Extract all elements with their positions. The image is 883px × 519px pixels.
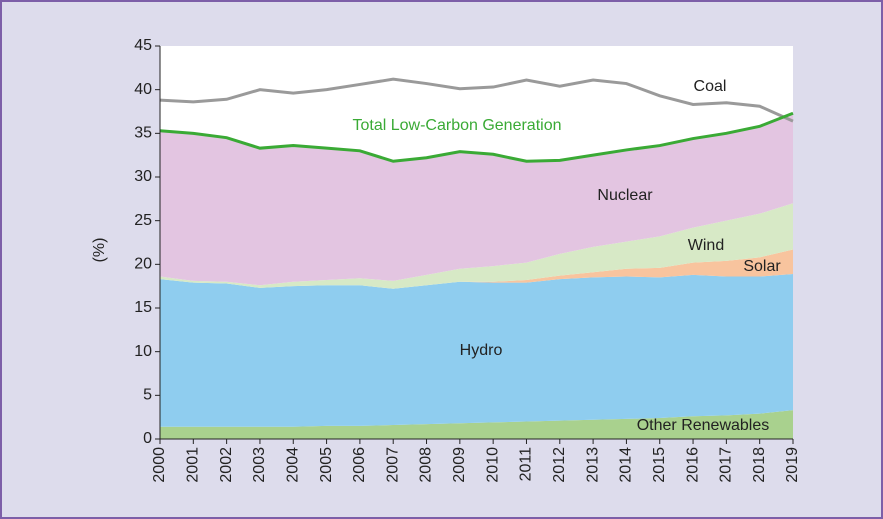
x-tick-label: 2010 <box>484 447 501 483</box>
series-label: Other Renewables <box>637 417 770 434</box>
series-label: Coal <box>694 78 727 95</box>
line <box>159 77 794 123</box>
area <box>160 273 793 427</box>
x-tick-label: 2001 <box>185 447 202 483</box>
x-tick-label: 2016 <box>684 447 701 483</box>
area <box>160 410 793 439</box>
x-tick-label: 2006 <box>351 447 368 483</box>
x-tick-label: 2011 <box>518 447 535 482</box>
x-tick-label: 2014 <box>618 447 635 483</box>
y-tick-label: 0 <box>143 430 152 447</box>
x-tick-label: 2019 <box>784 447 801 483</box>
area <box>160 113 793 286</box>
y-tick-label: 5 <box>143 387 152 404</box>
area <box>160 203 793 289</box>
x-tick-label: 2015 <box>651 447 668 483</box>
x-tick-label: 2009 <box>451 447 468 483</box>
x-tick-label: 2005 <box>318 447 335 483</box>
x-tick-label: 2012 <box>551 447 568 483</box>
y-tick-label: 40 <box>134 81 152 98</box>
line <box>159 111 794 163</box>
y-tick-label: 10 <box>134 343 152 360</box>
x-tick-label: 2018 <box>751 447 768 483</box>
y-axis-label: (%) <box>91 238 108 263</box>
y-tick-label: 15 <box>134 299 152 316</box>
x-tick-label: 2000 <box>151 447 168 483</box>
x-tick-label: 2002 <box>218 447 235 483</box>
x-tick-label: 2017 <box>718 447 735 483</box>
series-label: Total Low-Carbon Generation <box>352 117 561 134</box>
x-tick-label: 2007 <box>384 447 401 483</box>
y-tick-label: 20 <box>134 256 152 273</box>
x-tick-label: 2013 <box>584 447 601 483</box>
area <box>160 249 793 289</box>
series-label: Hydro <box>460 342 503 359</box>
y-tick-label: 35 <box>134 125 152 142</box>
x-tick-label: 2003 <box>251 447 268 483</box>
y-tick-label: 45 <box>134 37 152 54</box>
x-tick-label: 2004 <box>284 447 301 483</box>
y-tick-label: 25 <box>134 212 152 229</box>
series-label: Solar <box>743 258 781 275</box>
series-label: Wind <box>688 237 724 254</box>
y-tick-label: 30 <box>134 168 152 185</box>
x-tick-label: 2008 <box>418 447 435 483</box>
series-label: Nuclear <box>597 187 653 204</box>
